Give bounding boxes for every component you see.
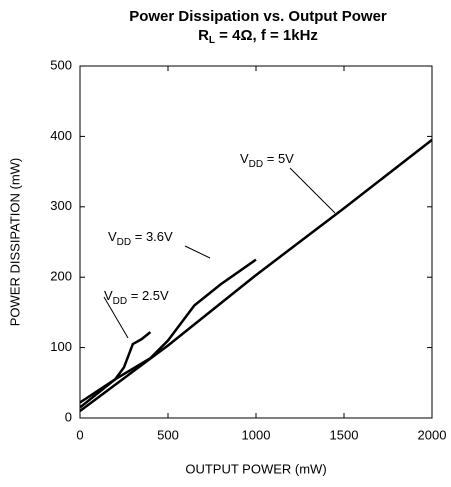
y-tick-label: 400 [50, 128, 72, 143]
label-part: DD [117, 237, 131, 248]
y-tick-label: 0 [65, 409, 72, 424]
x-tick-label: 500 [157, 427, 179, 442]
subtitle-part: R [198, 27, 209, 44]
chart-title: Power Dissipation vs. Output Power [129, 8, 387, 25]
label-part: = 2.5V [127, 288, 169, 303]
y-tick-label: 300 [50, 198, 72, 213]
label-part: V [108, 229, 117, 244]
y-tick-label: 200 [50, 269, 72, 284]
series-label: VDD = 2.5V [104, 288, 169, 306]
label-part: DD [249, 159, 263, 170]
x-tick-label: 0 [76, 427, 83, 442]
label-part: V [104, 288, 113, 303]
label-part: = 5V [263, 151, 294, 166]
leader-line [103, 296, 129, 339]
leader-line [184, 245, 211, 259]
label-part: V [240, 151, 249, 166]
subtitle-part: = 4Ω, f = 1kHz [215, 27, 318, 44]
label-part: DD [113, 296, 127, 307]
x-axis-label: OUTPUT POWER (mW) [185, 461, 326, 476]
line-series [79, 258, 257, 404]
leader-line [289, 167, 336, 214]
x-tick-label: 1000 [242, 427, 271, 442]
x-tick-label: 1500 [330, 427, 359, 442]
x-tick-label: 2000 [418, 427, 447, 442]
line-series [79, 331, 152, 409]
series-label: VDD = 3.6V [108, 229, 173, 247]
y-axis-label: POWER DISSIPATION (mW) [7, 158, 22, 327]
subtitle-part: L [209, 35, 215, 46]
line-series [79, 138, 433, 412]
y-tick-label: 100 [50, 339, 72, 354]
label-part: = 3.6V [131, 229, 173, 244]
chart-subtitle: RL = 4Ω, f = 1kHz [198, 27, 318, 46]
series-label: VDD = 5V [240, 151, 294, 169]
y-tick-label: 500 [50, 57, 72, 72]
